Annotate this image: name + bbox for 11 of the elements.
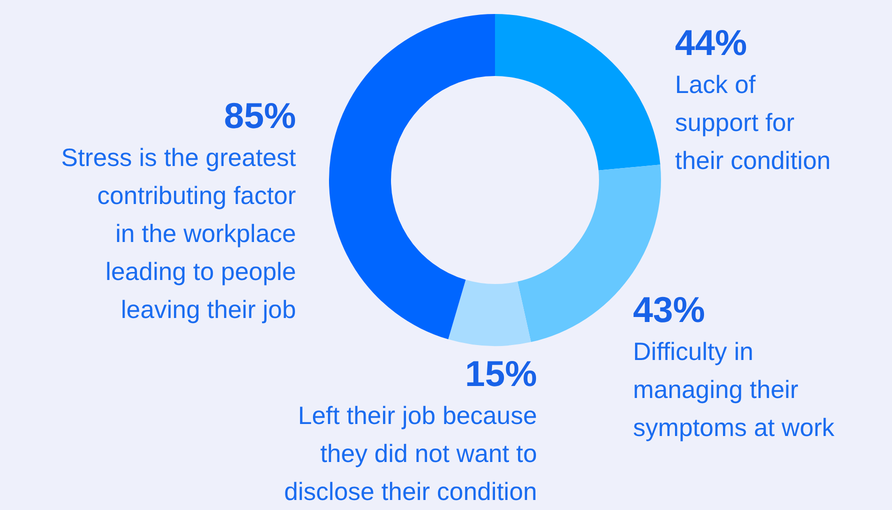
slice-label: Lack of support for their condition	[675, 71, 831, 175]
data-label: 44%	[675, 22, 748, 63]
donut-slice	[448, 280, 531, 346]
data-label: 85%	[224, 95, 296, 136]
slice-label: Stress is the greatest contributing factor in the workplace leading to people leaving their job	[61, 144, 296, 324]
slice-label: Difficulty in managing their symptoms at work	[633, 338, 835, 442]
data-label: 43%	[633, 289, 706, 330]
donut-slice	[495, 14, 660, 170]
slice-label: Left their job because they did not want to disclose their condition	[284, 402, 537, 506]
data-label: 15%	[464, 353, 537, 394]
donut-slice	[329, 14, 495, 340]
